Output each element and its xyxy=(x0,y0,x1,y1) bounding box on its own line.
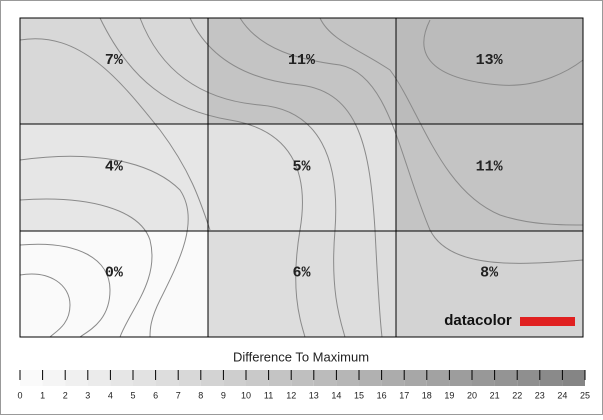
colorbar-tick-label: 21 xyxy=(490,390,500,400)
cell-labels: 7% 11% 13% 4% 5% 11% 0% 6% 8% xyxy=(105,52,504,282)
contour xyxy=(99,17,306,338)
grid xyxy=(19,17,584,338)
colorbar-segment xyxy=(178,370,201,386)
colorbar-tick-label: 19 xyxy=(444,390,454,400)
contour xyxy=(189,17,383,338)
colorbar-segment xyxy=(336,370,359,386)
contour xyxy=(239,17,584,264)
cell-label: 13% xyxy=(476,52,504,69)
colorbar-title: Difference To Maximum xyxy=(233,349,369,364)
cell xyxy=(395,18,583,125)
contours xyxy=(19,17,584,338)
colorbar-tick-label: 4 xyxy=(108,390,113,400)
colorbar-tick-label: 20 xyxy=(467,390,477,400)
cell xyxy=(20,230,208,337)
contour xyxy=(19,243,111,338)
cell-label: 7% xyxy=(105,52,124,69)
colorbar-segment xyxy=(155,370,179,386)
colorbar-segment xyxy=(381,370,405,386)
colorbar-segment xyxy=(200,370,224,386)
colorbar-segment xyxy=(246,370,269,386)
colorbar-tick-label: 22 xyxy=(512,390,522,400)
colorbar-tick-label: 23 xyxy=(535,390,545,400)
colorbar-tick-label: 16 xyxy=(377,390,387,400)
colorbar-segment xyxy=(517,370,540,386)
colorbar-tick-label: 11 xyxy=(264,390,273,400)
colorbar-tick-label: 24 xyxy=(557,390,567,400)
cell xyxy=(207,230,396,337)
colorbar-tick-label: 3 xyxy=(85,390,90,400)
contour xyxy=(319,17,584,226)
colorbar-tick-label: 6 xyxy=(153,390,158,400)
colorbar-tick-label: 15 xyxy=(354,390,364,400)
cell xyxy=(207,18,396,125)
colorbar-segment xyxy=(426,370,450,386)
colorbar-segment xyxy=(87,370,111,386)
colorbar-segment xyxy=(42,370,66,386)
colorbar-segment xyxy=(65,370,88,386)
contour xyxy=(19,198,153,338)
colorbar-tick-label: 1 xyxy=(40,390,45,400)
colorbar: 0 1 2 3 4 5 6 7 8 9 10 11 12 13 14 15 16 17 18 19 20 21 22 23 24… xyxy=(17,370,590,400)
colorbar-segment xyxy=(539,370,563,386)
plot-border xyxy=(19,17,584,338)
cell-label: 6% xyxy=(292,265,311,282)
colorbar-tick-label: 10 xyxy=(241,390,251,400)
cell xyxy=(395,124,583,231)
cell-label: 8% xyxy=(480,265,499,282)
colorbar-segment xyxy=(359,370,382,386)
colorbar-tick-label: 12 xyxy=(286,390,296,400)
cell xyxy=(20,18,208,125)
cell-label: 11% xyxy=(476,158,504,175)
colorbar-segment xyxy=(562,370,585,386)
colorbar-tick-label: 7 xyxy=(176,390,181,400)
contour xyxy=(19,273,71,338)
colorbar-segment xyxy=(110,370,133,386)
colorbar-tick-label: 2 xyxy=(63,390,68,400)
colorbar-segment xyxy=(494,370,518,386)
cell-label: 0% xyxy=(105,265,124,282)
colorbar-tick-label: 25 xyxy=(580,390,590,400)
cells xyxy=(20,18,583,337)
colorbar-segment xyxy=(20,370,43,386)
colorbar-tick-label: 5 xyxy=(130,390,135,400)
cell xyxy=(20,124,208,231)
colorbar-tick-label: 8 xyxy=(198,390,203,400)
colorbar-segment xyxy=(404,370,427,386)
contour xyxy=(19,38,211,231)
colorbar-segment xyxy=(133,370,156,386)
logo-bar xyxy=(520,317,575,326)
colorbar-segment xyxy=(223,370,246,386)
colorbar-tick-label: 0 xyxy=(17,390,22,400)
cell-label: 4% xyxy=(105,158,124,175)
logo: datacolor xyxy=(444,312,512,329)
contour xyxy=(423,19,584,86)
colorbar-tick-label: 13 xyxy=(309,390,319,400)
contour xyxy=(19,155,189,338)
colorbar-tick-label: 17 xyxy=(399,390,409,400)
colorbar-segment xyxy=(268,370,292,386)
colorbar-segment xyxy=(313,370,337,386)
cell-label: 11% xyxy=(288,52,316,69)
cell-label: 5% xyxy=(292,158,311,175)
colorbar-segment xyxy=(291,370,314,386)
colorbar-tick-label: 9 xyxy=(221,390,226,400)
colorbar-segment xyxy=(472,370,495,386)
colorbar-tick-label: 18 xyxy=(422,390,432,400)
colorbar-tick-label: 14 xyxy=(331,390,341,400)
cell xyxy=(207,124,396,231)
colorbar-segment xyxy=(449,370,472,386)
contour xyxy=(139,17,346,338)
